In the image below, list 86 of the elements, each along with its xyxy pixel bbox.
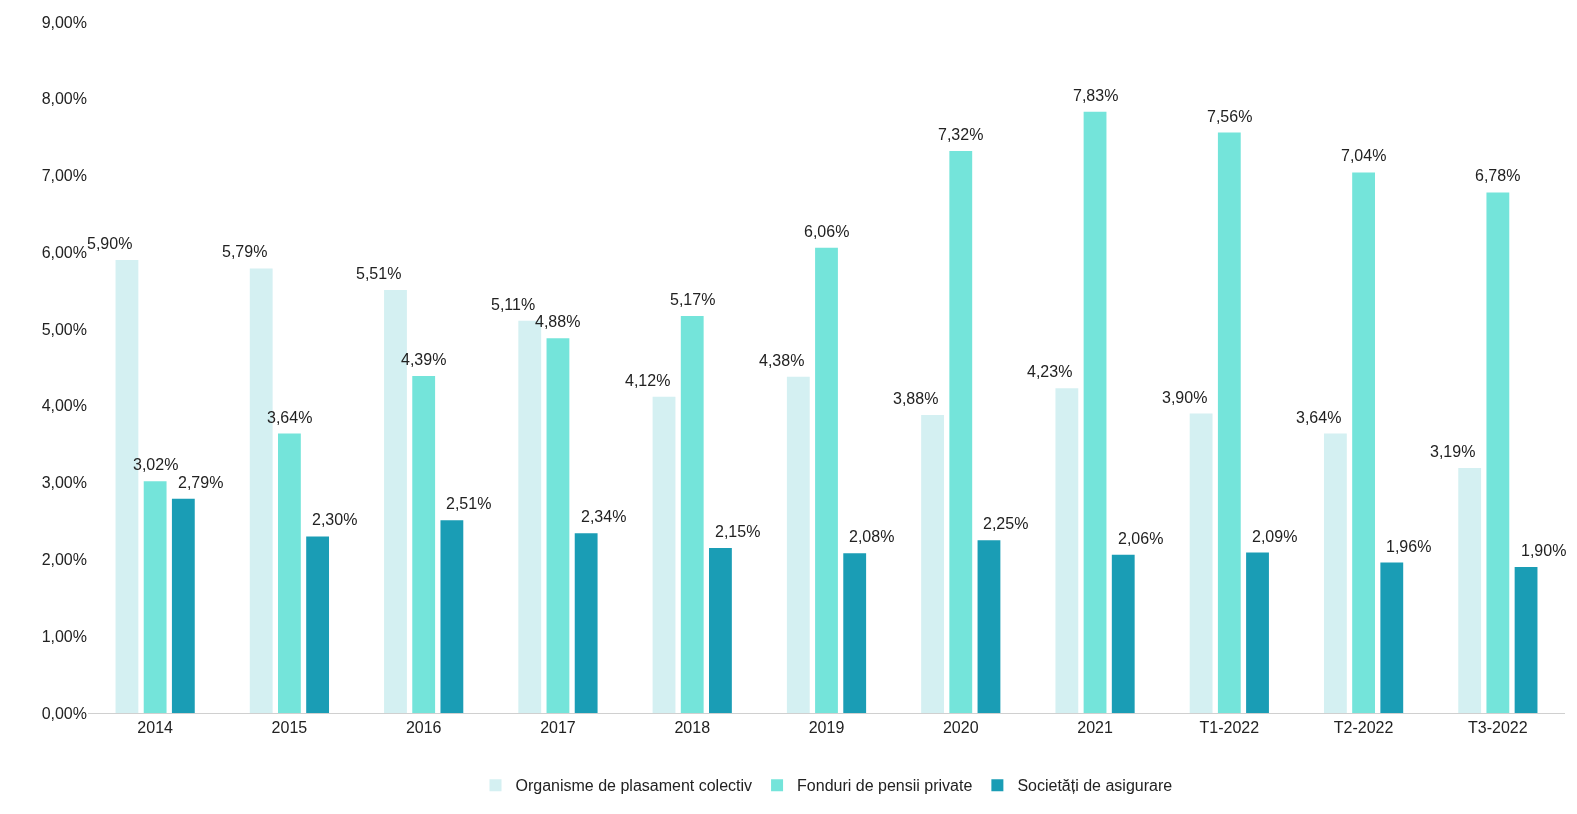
bar: [1323, 433, 1347, 713]
x-tick-label: T2-2022: [1333, 719, 1394, 737]
bar: [574, 533, 598, 713]
x-tick-label: T3-2022: [1468, 719, 1528, 737]
data-label: 2,15%: [715, 523, 761, 540]
x-tick-label: 2016: [405, 719, 442, 737]
data-label: 2,06%: [1118, 530, 1164, 547]
x-tick-label: 2020: [942, 719, 979, 737]
y-tick-label: 9,00%: [41, 13, 87, 31]
y-tick-label: 1,00%: [41, 627, 87, 645]
bar: [786, 376, 810, 713]
data-label: 3,90%: [1162, 389, 1208, 406]
bar: [652, 396, 676, 713]
bar: [1189, 413, 1213, 713]
data-label: 3,64%: [1296, 409, 1342, 426]
data-label: 2,25%: [983, 515, 1029, 532]
y-tick-label: 3,00%: [41, 474, 87, 492]
bar: [412, 375, 436, 713]
data-label: 4,88%: [535, 313, 581, 330]
x-tick-label: 2015: [271, 719, 308, 737]
bar: [1246, 552, 1269, 713]
data-label: 5,17%: [670, 291, 716, 308]
bar: [1514, 567, 1538, 713]
data-label: 2,34%: [581, 508, 627, 525]
y-tick-label: 7,00%: [41, 167, 87, 185]
data-label: 5,79%: [222, 243, 268, 260]
data-label: 5,11%: [491, 296, 536, 313]
data-label: 7,83%: [1073, 87, 1119, 104]
x-tick-label: T1-2022: [1199, 719, 1260, 737]
bar: [1352, 172, 1375, 713]
y-tick-label: 0,00%: [41, 704, 87, 722]
bar: [843, 553, 867, 713]
data-label: 7,04%: [1341, 147, 1387, 164]
x-tick-label: 2014: [137, 719, 174, 737]
bar: [278, 433, 301, 713]
y-tick-label: 2,00%: [41, 551, 87, 569]
data-label: 2,30%: [312, 511, 358, 528]
bar: [1111, 554, 1135, 713]
bar: [1083, 111, 1107, 713]
data-label: 4,39%: [401, 351, 447, 368]
bar: [680, 316, 704, 713]
bar: [1380, 562, 1404, 713]
data-label: 7,32%: [938, 126, 984, 143]
data-label: 3,02%: [133, 456, 179, 473]
x-tick-label: 2019: [808, 719, 845, 737]
x-tick-label: 2017: [540, 719, 576, 737]
data-label: 3,64%: [267, 409, 313, 426]
bar: [949, 150, 973, 713]
data-label: 1,96%: [1386, 538, 1432, 555]
data-label: 6,06%: [804, 223, 850, 240]
data-label: 7,56%: [1207, 108, 1253, 125]
bar: [1055, 388, 1079, 713]
legend-label: Organisme de plasament colectiv: [515, 777, 753, 795]
bar: [815, 247, 838, 713]
bar: [1217, 132, 1241, 713]
data-label: 3,88%: [893, 390, 939, 407]
data-label: 5,90%: [87, 235, 133, 252]
x-tick-label: 2018: [674, 719, 711, 737]
bar: [921, 415, 944, 713]
y-tick-label: 5,00%: [41, 320, 87, 338]
data-label: 2,08%: [849, 528, 895, 545]
bar: [1486, 192, 1510, 713]
legend-label: Societăți de asigurare: [1017, 777, 1173, 795]
bar: [440, 520, 464, 713]
bar: [1458, 468, 1482, 713]
x-tick-label: 2021: [1077, 719, 1113, 737]
data-label: 1,90%: [1521, 542, 1567, 559]
bar: [171, 498, 195, 713]
bar: [143, 481, 167, 713]
bar: [546, 338, 570, 713]
data-label: 4,12%: [625, 372, 671, 389]
y-tick-label: 6,00%: [41, 243, 87, 261]
bar: [977, 540, 1001, 713]
bar: [306, 536, 330, 713]
data-label: 5,51%: [356, 265, 402, 282]
y-tick-label: 4,00%: [41, 397, 87, 415]
data-label: 6,78%: [1475, 167, 1521, 184]
data-label: 4,38%: [759, 352, 805, 369]
bar: [709, 547, 732, 713]
data-label: 3,19%: [1430, 443, 1476, 460]
data-label: 2,79%: [178, 474, 224, 491]
data-label: 2,09%: [1252, 528, 1298, 545]
data-label: 2,51%: [446, 495, 492, 512]
y-tick-label: 8,00%: [41, 90, 87, 108]
legend-label: Fonduri de pensii private: [797, 777, 973, 795]
data-label: 4,23%: [1027, 363, 1073, 380]
